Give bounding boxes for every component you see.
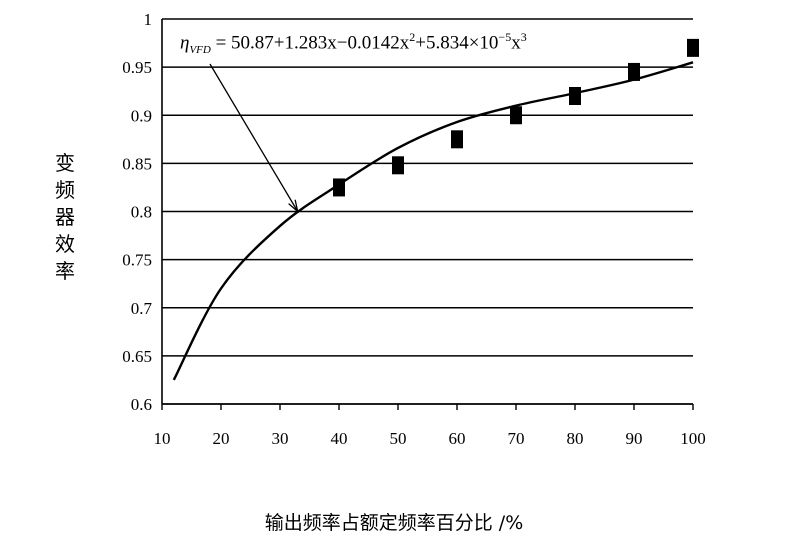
x-tick-label: 30 [272, 429, 289, 448]
y-axis-label-char: 器 [55, 205, 75, 229]
x-tick-label: 10 [154, 429, 171, 448]
equation-end: x [511, 32, 521, 54]
y-tick-label: 0.6 [131, 395, 152, 414]
y-axis-label-char: 频 [55, 178, 75, 202]
equation-sup-1: 2 [409, 30, 416, 44]
y-tick-label: 0.8 [131, 203, 152, 222]
x-tick-label: 90 [626, 429, 643, 448]
x-tick-labels: 10 20 30 40 50 60 70 80 90 100 [154, 429, 706, 448]
y-tick-label: 0.95 [122, 58, 152, 77]
x-tick-label: 60 [449, 429, 466, 448]
x-tick-label: 100 [680, 429, 706, 448]
equation-mid: +5.834×10 [415, 32, 499, 54]
y-tick-label: 1 [144, 10, 153, 29]
y-axis-label-char: 效 [55, 232, 75, 256]
annotation-arrow [209, 63, 299, 214]
y-tick-labels: 0.6 0.65 0.7 0.75 0.8 0.85 0.9 0.95 1 [122, 10, 152, 414]
fit-curve [172, 61, 694, 381]
x-tick-label: 20 [213, 429, 230, 448]
arrow-line [209, 63, 299, 212]
data-point [392, 156, 404, 175]
data-point [510, 106, 522, 125]
arrow-head [288, 199, 299, 214]
x-tick-label: 40 [331, 429, 348, 448]
data-point [569, 87, 581, 105]
data-point [333, 178, 345, 197]
axes [161, 19, 694, 410]
y-tick-label: 0.9 [131, 106, 152, 125]
data-point [687, 38, 699, 57]
data-points [333, 38, 699, 197]
data-point [628, 62, 640, 81]
x-tick-label: 70 [508, 429, 525, 448]
y-tick-label: 0.7 [131, 299, 153, 318]
fit-curve-path [172, 61, 694, 381]
y-axis-label: 变频器效率 [52, 150, 78, 285]
y-tick-label: 0.75 [122, 251, 152, 270]
y-tick-label: 0.85 [122, 154, 152, 173]
data-point [451, 130, 463, 149]
grid-lines [162, 18, 693, 405]
equation-annotation: ηVFD = 50.87+1.283x−0.0142x2+5.834×10−5x… [180, 30, 527, 56]
y-axis-label-char: 变 [55, 151, 75, 175]
y-axis-label-char: 率 [55, 259, 75, 283]
equation-sup-3: 3 [520, 30, 527, 44]
eta-subscript: VFD [189, 44, 211, 57]
x-axis-label: 输出频率占额定频率百分比 /% [264, 512, 524, 534]
x-tick-label: 80 [567, 429, 584, 448]
eta-symbol: η [180, 32, 190, 54]
equation-main: = 50.87+1.283x−0.0142x [210, 32, 410, 54]
equation-sup-2: −5 [498, 30, 512, 44]
y-tick-label: 0.65 [122, 347, 152, 366]
x-tick-label: 50 [390, 429, 407, 448]
